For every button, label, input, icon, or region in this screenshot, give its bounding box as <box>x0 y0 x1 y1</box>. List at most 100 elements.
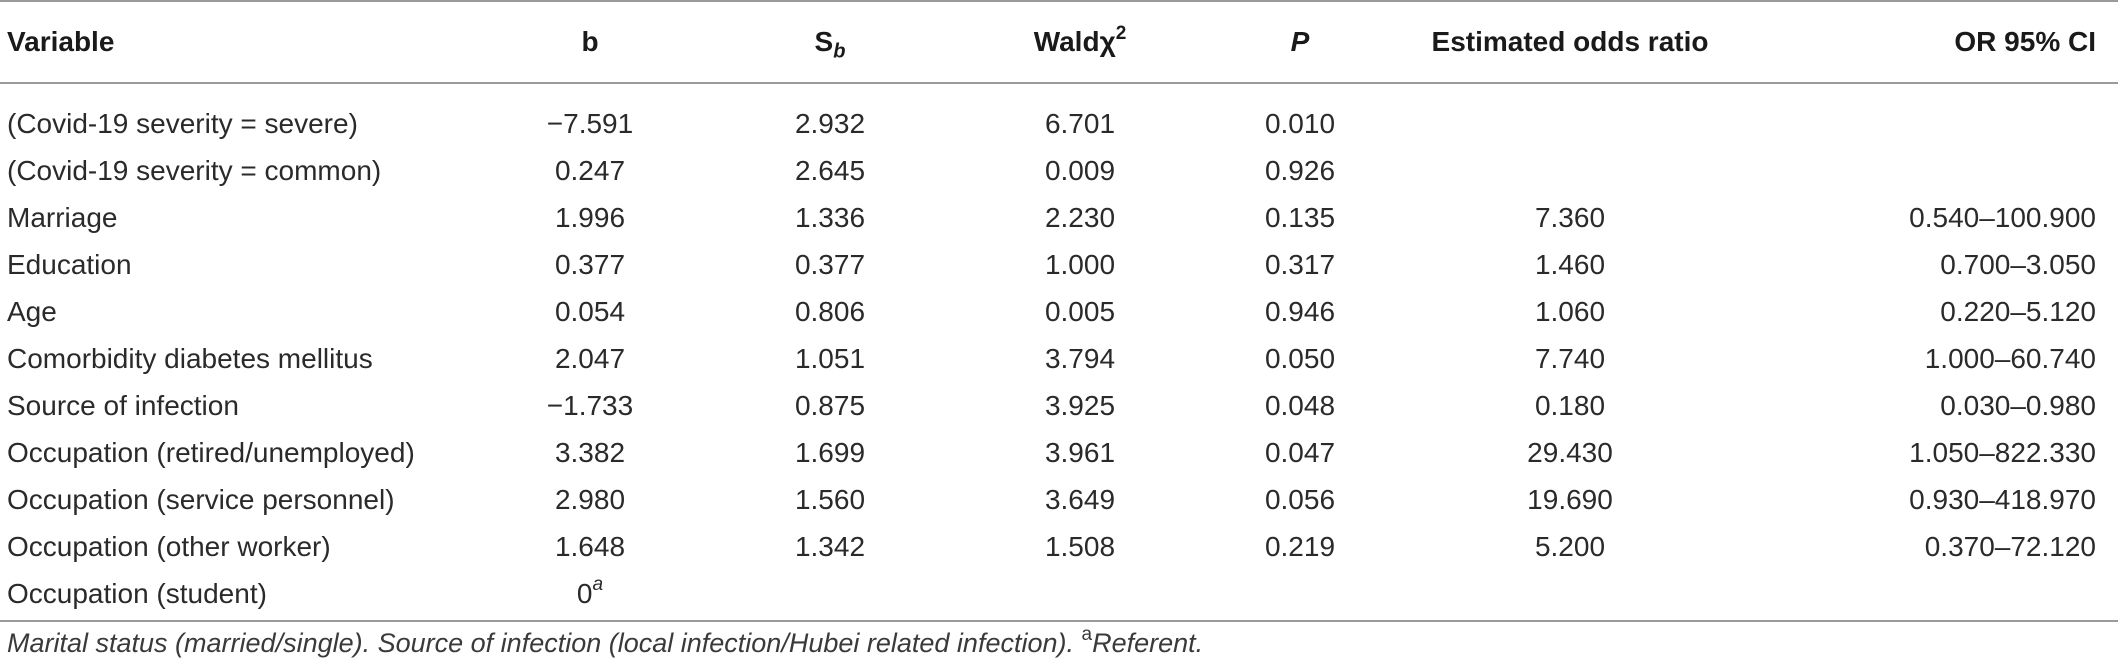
table-row: Occupation (other worker) 1.648 1.342 1.… <box>0 523 2118 570</box>
cell-wald <box>950 570 1210 617</box>
cell-ci: 0.700–3.050 <box>1940 248 2096 280</box>
cell-sb: 0.875 <box>794 389 866 421</box>
cell-or: 7.360 <box>1534 201 1606 233</box>
cell-p: 0.317 <box>1264 248 1336 280</box>
header-row: Variable b Sb Waldχ2 P Estimated odds ra… <box>0 2 2118 82</box>
cell-variable: Comorbidity diabetes mellitus <box>7 342 373 374</box>
cell-or: 0.180 <box>1534 389 1606 421</box>
header-variable: Variable <box>7 26 115 57</box>
regression-table: Variable b Sb Waldχ2 P Estimated odds ra… <box>0 2 2118 617</box>
cell-variable: Occupation (student) <box>7 577 267 609</box>
cell-p: 0.926 <box>1264 154 1336 186</box>
cell-wald: 6.701 <box>1044 107 1116 139</box>
top-rule <box>0 0 2118 2</box>
cell-b: 0a <box>576 574 604 609</box>
cell-p: 0.056 <box>1264 483 1336 515</box>
cell-p: 0.219 <box>1264 530 1336 562</box>
cell-ci: 1.050–822.330 <box>1909 436 2096 468</box>
header-b: b <box>581 26 599 57</box>
cell-b: −7.591 <box>546 107 634 139</box>
cell-or <box>1390 82 1750 147</box>
table-row: Occupation (student) 0a <box>0 570 2118 617</box>
cell-p: 0.050 <box>1264 342 1336 374</box>
cell-b: 2.980 <box>554 483 626 515</box>
cell-wald: 2.230 <box>1044 201 1116 233</box>
cell-variable: (Covid-19 severity = common) <box>7 154 382 186</box>
cell-sb: 1.342 <box>794 530 866 562</box>
table-row: Comorbidity diabetes mellitus 2.047 1.05… <box>0 335 2118 382</box>
cell-p: 0.946 <box>1264 295 1336 327</box>
cell-or: 1.460 <box>1534 248 1606 280</box>
cell-wald: 1.000 <box>1044 248 1116 280</box>
cell-b: 2.047 <box>554 342 626 374</box>
bottom-rule <box>0 620 2118 622</box>
cell-p: 0.047 <box>1264 436 1336 468</box>
cell-ci <box>1750 570 2118 617</box>
cell-variable: Occupation (other worker) <box>7 530 331 562</box>
cell-p <box>1210 570 1390 617</box>
cell-b: −1.733 <box>546 389 634 421</box>
cell-sb: 2.932 <box>794 107 866 139</box>
cell-ci <box>1750 147 2118 194</box>
table-row: Occupation (retired/unemployed) 3.382 1.… <box>0 429 2118 476</box>
cell-variable: Occupation (retired/unemployed) <box>7 436 415 468</box>
cell-b: 0.377 <box>554 248 626 280</box>
cell-variable: Age <box>7 295 57 327</box>
cell-sb: 1.336 <box>794 201 866 233</box>
cell-wald: 3.961 <box>1044 436 1116 468</box>
cell-wald: 3.925 <box>1044 389 1116 421</box>
cell-ci: 0.540–100.900 <box>1909 201 2096 233</box>
cell-or: 5.200 <box>1534 530 1606 562</box>
header-rule <box>0 82 2118 84</box>
cell-ci: 0.370–72.120 <box>1924 530 2096 562</box>
table-row: Marriage 1.996 1.336 2.230 0.135 7.360 0… <box>0 194 2118 241</box>
header-or: Estimated odds ratio <box>1431 26 1709 57</box>
cell-b: 1.648 <box>554 530 626 562</box>
table-footnote: Marital status (married/single). Source … <box>7 625 1203 659</box>
cell-p: 0.010 <box>1264 107 1336 139</box>
footnote-mark: a <box>1081 624 1093 645</box>
cell-sb: 1.051 <box>794 342 866 374</box>
cell-sb: 1.560 <box>794 483 866 515</box>
cell-variable: Occupation (service personnel) <box>7 483 395 515</box>
table-row: (Covid-19 severity = severe) −7.591 2.93… <box>0 82 2118 147</box>
cell-ci: 1.000–60.740 <box>1924 342 2096 374</box>
table-row: Age 0.054 0.806 0.005 0.946 1.060 0.220–… <box>0 288 2118 335</box>
cell-ci: 0.030–0.980 <box>1940 389 2096 421</box>
cell-wald: 3.794 <box>1044 342 1116 374</box>
cell-or: 7.740 <box>1534 342 1606 374</box>
table-row: Source of infection −1.733 0.875 3.925 0… <box>0 382 2118 429</box>
cell-or: 1.060 <box>1534 295 1606 327</box>
cell-ci: 0.220–5.120 <box>1940 295 2096 327</box>
cell-variable: Education <box>7 248 132 280</box>
cell-or: 19.690 <box>1527 483 1613 515</box>
cell-or: 29.430 <box>1527 436 1613 468</box>
table-row: Education 0.377 0.377 1.000 0.317 1.460 … <box>0 241 2118 288</box>
table-row: (Covid-19 severity = common) 0.247 2.645… <box>0 147 2118 194</box>
cell-sb: 0.806 <box>794 295 866 327</box>
table-row: Occupation (service personnel) 2.980 1.5… <box>0 476 2118 523</box>
cell-sb <box>710 570 950 617</box>
cell-b: 0.054 <box>554 295 626 327</box>
header-ci: OR 95% CI <box>1954 26 2096 57</box>
cell-variable: Marriage <box>7 201 118 233</box>
cell-wald: 3.649 <box>1044 483 1116 515</box>
cell-sb: 0.377 <box>794 248 866 280</box>
cell-or <box>1390 147 1750 194</box>
cell-variable: Source of infection <box>7 389 239 421</box>
cell-wald: 1.508 <box>1044 530 1116 562</box>
cell-p: 0.048 <box>1264 389 1336 421</box>
cell-sb: 2.645 <box>794 154 866 186</box>
cell-sb: 1.699 <box>794 436 866 468</box>
cell-or <box>1390 570 1750 617</box>
cell-p: 0.135 <box>1264 201 1336 233</box>
cell-b: 3.382 <box>554 436 626 468</box>
cell-b: 1.996 <box>554 201 626 233</box>
header-p: P <box>1290 26 1310 57</box>
cell-b: 0.247 <box>554 154 626 186</box>
cell-variable: (Covid-19 severity = severe) <box>7 107 358 139</box>
cell-wald: 0.005 <box>1044 295 1116 327</box>
cell-wald: 0.009 <box>1044 154 1116 186</box>
footnote-text: Marital status (married/single). Source … <box>7 628 1074 658</box>
